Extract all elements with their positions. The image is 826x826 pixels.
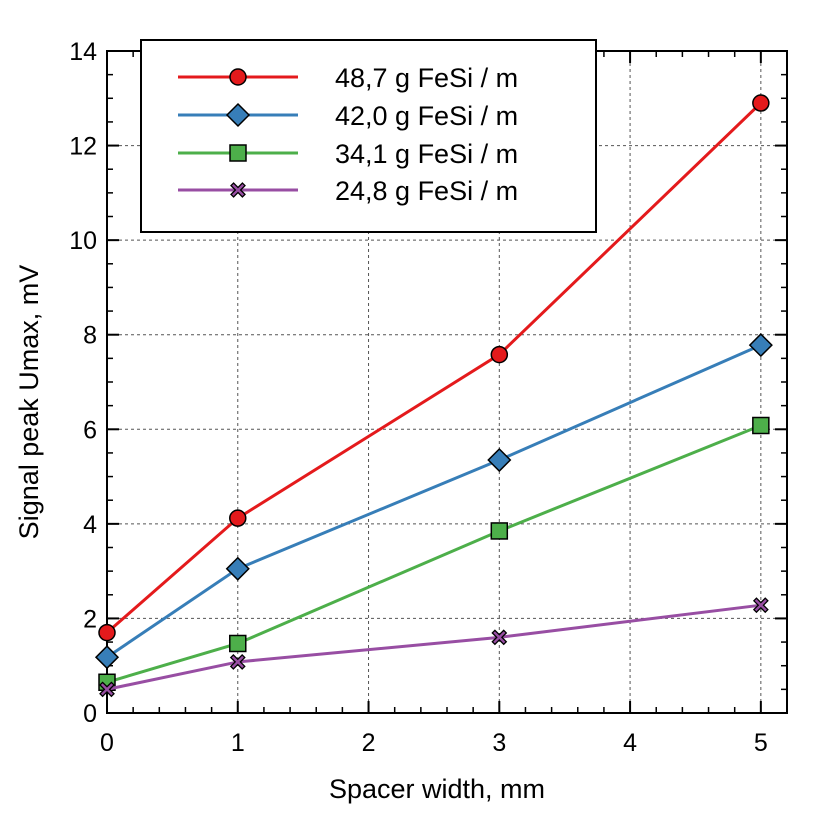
grid: [107, 51, 787, 713]
y-tick-label: 12: [69, 133, 97, 161]
data-point: [98, 623, 116, 642]
data-point: [490, 522, 509, 540]
x-tick-label: 1: [231, 729, 245, 757]
series-1: [98, 94, 770, 642]
legend-entry-3: 34,1 g FeSi / m: [178, 139, 518, 169]
data-point: [752, 94, 770, 112]
legend-marker: [230, 182, 246, 198]
series-2: [94, 333, 773, 670]
data-point: [99, 681, 115, 698]
x-tick-label: 3: [492, 729, 506, 757]
data-point: [752, 416, 770, 435]
data-point: [490, 345, 509, 364]
y-tick-label: 4: [83, 511, 97, 539]
data-point: [225, 556, 250, 581]
series-line: [106, 101, 762, 634]
data-point: [229, 509, 247, 527]
data-point: [491, 629, 508, 646]
y-tick-label: 14: [69, 38, 97, 66]
series-line: [106, 424, 762, 684]
legend-marker: [229, 144, 247, 162]
legend-label: 48,7 g FeSi / m: [335, 63, 518, 93]
x-tick-label: 4: [623, 729, 637, 757]
data-point: [752, 597, 769, 614]
legend-label: 42,0 g FeSi / m: [335, 101, 518, 131]
legend-marker: [225, 102, 251, 128]
y-tick-label: 6: [83, 416, 97, 444]
legend-label: 34,1 g FeSi / m: [335, 139, 518, 169]
x-tick-label: 5: [754, 729, 768, 757]
y-tick-label: 10: [69, 227, 97, 255]
legend-box: [140, 39, 597, 233]
legend-entry-2: 42,0 g FeSi / m: [178, 101, 518, 131]
y-axis-label: Signal peak Umax, mV: [14, 265, 44, 540]
data-point: [748, 333, 773, 358]
data-point: [229, 654, 246, 670]
legend-entry-1: 48,7 g FeSi / m: [178, 63, 518, 93]
series-4: [99, 597, 769, 698]
legend-marker: [229, 68, 247, 86]
data-point: [229, 634, 247, 653]
y-tick-label: 8: [83, 322, 97, 350]
y-tick-label: 0: [83, 700, 97, 728]
legend-entry-4: 24,8 g FeSi / m: [178, 176, 518, 206]
data-point: [487, 447, 512, 473]
data-point: [94, 645, 120, 670]
legend-label: 24,8 g FeSi / m: [335, 176, 518, 206]
x-axis-label: Spacer width, mm: [329, 774, 545, 804]
x-tick-label: 2: [362, 729, 376, 757]
series-3: [98, 416, 770, 692]
x-tick-label: 0: [100, 729, 114, 757]
y-tick-label: 2: [83, 605, 97, 633]
series-line: [106, 603, 762, 691]
series: [94, 94, 773, 698]
legend: 48,7 g FeSi / m 42,0 g FeSi / m 34,1 g FeS…: [140, 39, 597, 233]
series-line: [106, 343, 762, 659]
